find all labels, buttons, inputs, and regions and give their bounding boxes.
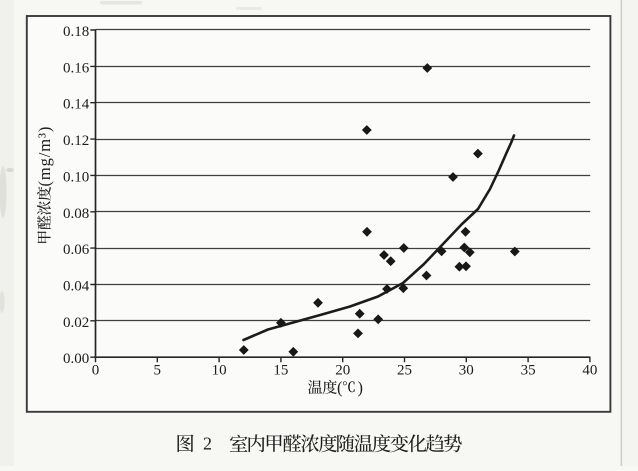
svg-text:0.12: 0.12 xyxy=(63,133,89,149)
svg-text:0.08: 0.08 xyxy=(63,206,89,222)
svg-text:25: 25 xyxy=(397,362,412,378)
svg-text:0.04: 0.04 xyxy=(63,279,90,295)
svg-text:0.00: 0.00 xyxy=(63,351,89,367)
svg-text:20: 20 xyxy=(335,362,350,378)
svg-text:0.02: 0.02 xyxy=(63,315,89,331)
svg-text:0: 0 xyxy=(92,362,100,378)
svg-text:15: 15 xyxy=(273,362,288,378)
svg-text:40: 40 xyxy=(582,362,597,378)
svg-text:0.06: 0.06 xyxy=(63,242,90,258)
svg-text:30: 30 xyxy=(459,362,474,378)
svg-text:0.18: 0.18 xyxy=(63,24,89,40)
svg-text:(mg/m³): (mg/m³) xyxy=(35,126,54,187)
svg-text:5: 5 xyxy=(154,362,162,378)
svg-text:2: 2 xyxy=(203,434,212,454)
svg-text:): ) xyxy=(358,378,364,397)
svg-text:0.10: 0.10 xyxy=(63,169,89,185)
svg-text:10: 10 xyxy=(212,362,227,378)
svg-text:0.16: 0.16 xyxy=(63,60,90,76)
svg-text:(: ( xyxy=(337,378,343,397)
svg-text:0.14: 0.14 xyxy=(63,97,90,113)
svg-text:35: 35 xyxy=(521,362,536,378)
